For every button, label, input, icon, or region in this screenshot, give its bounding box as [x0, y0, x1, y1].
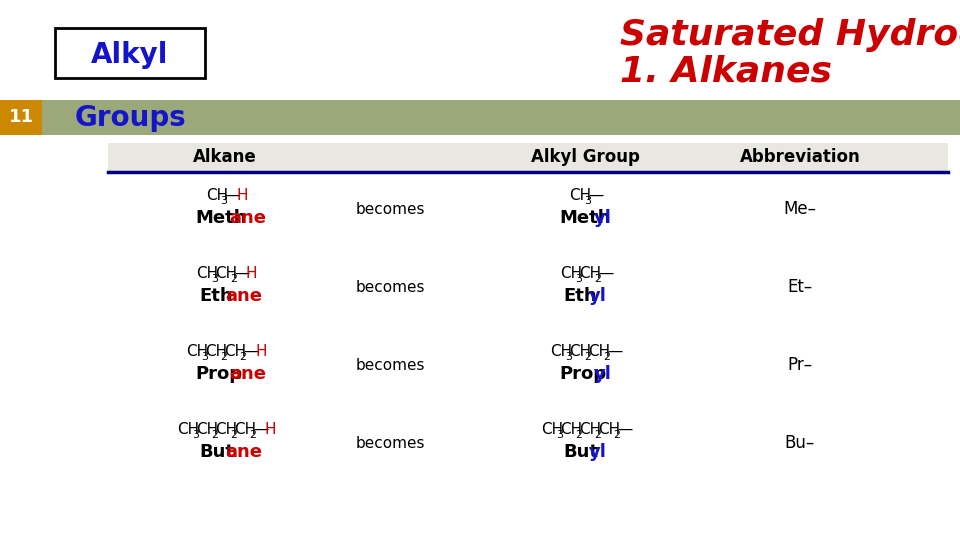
- Text: H: H: [236, 188, 248, 203]
- Text: H: H: [265, 422, 276, 437]
- Text: CH: CH: [196, 266, 218, 281]
- Text: ane: ane: [225, 287, 262, 305]
- Text: 2: 2: [594, 274, 601, 284]
- Text: —: —: [253, 422, 268, 437]
- Text: Alkyl Group: Alkyl Group: [531, 148, 639, 166]
- Text: Saturated Hydrocarbons: Saturated Hydrocarbons: [620, 18, 960, 52]
- Text: 2: 2: [575, 430, 582, 440]
- Text: —: —: [588, 188, 604, 203]
- Text: becomes: becomes: [355, 280, 424, 294]
- Text: becomes: becomes: [355, 357, 424, 373]
- Text: ane: ane: [229, 209, 266, 227]
- Text: Prop: Prop: [195, 365, 242, 383]
- Text: But: But: [200, 443, 234, 461]
- Text: 2: 2: [240, 352, 247, 362]
- Text: ane: ane: [225, 443, 262, 461]
- Text: —: —: [244, 344, 259, 359]
- Text: yl: yl: [589, 443, 607, 461]
- Text: CH: CH: [569, 188, 591, 203]
- Text: CH: CH: [540, 422, 563, 437]
- Text: CH: CH: [205, 344, 228, 359]
- Text: 2: 2: [593, 430, 601, 440]
- Text: 2: 2: [603, 352, 611, 362]
- Text: CH: CH: [579, 266, 601, 281]
- Text: 11: 11: [9, 109, 34, 126]
- Text: Abbreviation: Abbreviation: [739, 148, 860, 166]
- Text: 3: 3: [565, 352, 572, 362]
- Text: Bu–: Bu–: [785, 434, 815, 452]
- Bar: [0, 100, 42, 135]
- Text: CH: CH: [579, 422, 601, 437]
- Text: becomes: becomes: [355, 201, 424, 217]
- Text: CH: CH: [598, 422, 620, 437]
- Text: H: H: [246, 266, 257, 281]
- Text: yl: yl: [589, 287, 607, 305]
- Text: yl: yl: [593, 365, 612, 383]
- Text: 2: 2: [612, 430, 619, 440]
- Text: 2: 2: [211, 430, 218, 440]
- Text: —: —: [608, 344, 623, 359]
- Text: Et–: Et–: [787, 278, 812, 296]
- Text: 2: 2: [230, 274, 237, 284]
- Text: 3: 3: [211, 274, 218, 284]
- Text: Meth: Meth: [195, 209, 247, 227]
- Text: CH: CH: [234, 422, 256, 437]
- FancyBboxPatch shape: [55, 28, 205, 78]
- Text: 2: 2: [249, 430, 256, 440]
- Text: CH: CH: [550, 344, 572, 359]
- Text: 3: 3: [192, 430, 199, 440]
- Text: Prop: Prop: [560, 365, 607, 383]
- Text: Pr–: Pr–: [787, 356, 812, 374]
- Text: ane: ane: [229, 365, 266, 383]
- Text: CH: CH: [205, 188, 228, 203]
- Text: Meth: Meth: [560, 209, 611, 227]
- Text: 3: 3: [585, 196, 591, 206]
- Text: yl: yl: [593, 209, 612, 227]
- Text: CH: CH: [186, 344, 208, 359]
- Text: CH: CH: [225, 344, 247, 359]
- Text: 2: 2: [585, 352, 591, 362]
- Text: —: —: [616, 422, 632, 437]
- Bar: [0, 100, 960, 135]
- Text: —: —: [234, 266, 250, 281]
- Text: Alkyl: Alkyl: [91, 41, 169, 69]
- Text: CH: CH: [196, 422, 218, 437]
- Text: But: But: [564, 443, 598, 461]
- Text: CH: CH: [177, 422, 199, 437]
- Text: CH: CH: [560, 422, 582, 437]
- Text: 3: 3: [575, 274, 582, 284]
- Bar: [108, 143, 948, 171]
- Text: CH: CH: [560, 266, 582, 281]
- Text: Eth: Eth: [564, 287, 597, 305]
- Text: becomes: becomes: [355, 435, 424, 450]
- Text: H: H: [255, 344, 267, 359]
- Text: Me–: Me–: [783, 200, 817, 218]
- Text: 3: 3: [221, 196, 228, 206]
- Text: 3: 3: [556, 430, 563, 440]
- Text: 1. Alkanes: 1. Alkanes: [620, 55, 832, 89]
- Text: —: —: [225, 188, 240, 203]
- Text: —: —: [598, 266, 613, 281]
- Text: 2: 2: [230, 430, 237, 440]
- Text: Groups: Groups: [74, 104, 186, 132]
- Text: 2: 2: [221, 352, 228, 362]
- Text: Eth: Eth: [200, 287, 233, 305]
- Text: Alkane: Alkane: [193, 148, 257, 166]
- Text: 3: 3: [202, 352, 208, 362]
- Text: CH: CH: [569, 344, 591, 359]
- Text: CH: CH: [588, 344, 611, 359]
- Text: CH: CH: [215, 266, 237, 281]
- Text: CH: CH: [215, 422, 237, 437]
